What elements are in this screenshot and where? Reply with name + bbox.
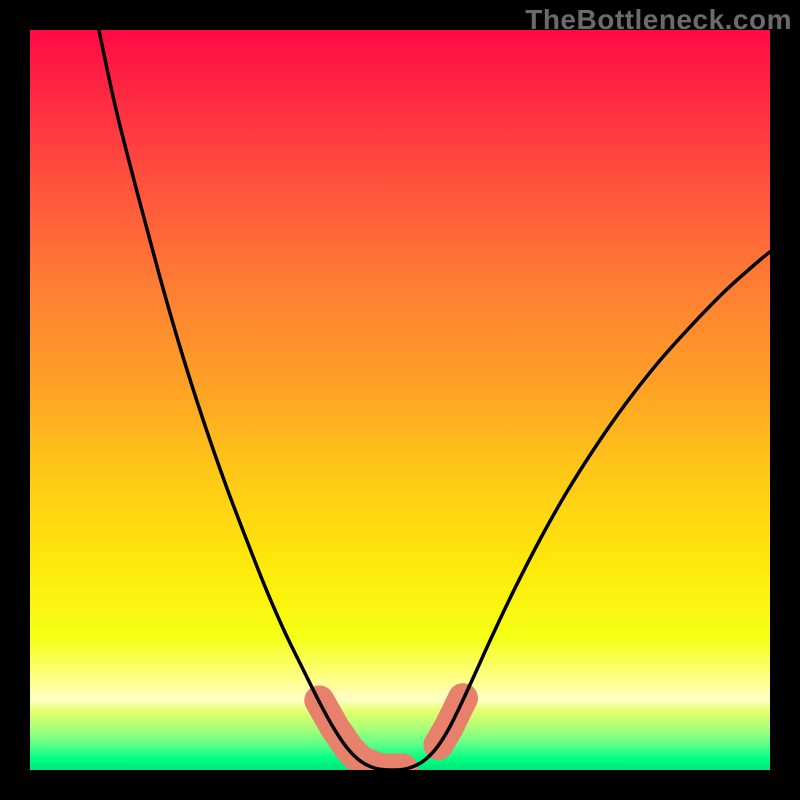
gradient-background <box>30 30 770 770</box>
watermark-text: TheBottleneck.com <box>525 4 792 36</box>
bottleneck-plot <box>30 30 770 770</box>
